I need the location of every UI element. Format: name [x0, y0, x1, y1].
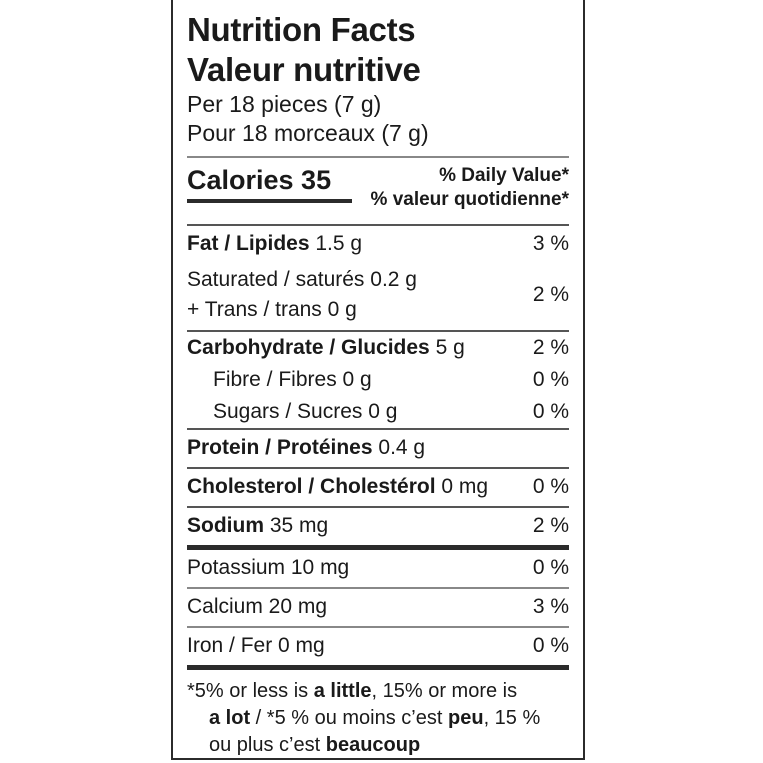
row-calcium-name: Calcium 20 mg: [187, 595, 328, 618]
row-cholesterol-name: Cholesterol / Cholestérol 0 mg: [187, 473, 488, 501]
row-fat: Fat / Lipides 1.5 g 3 %: [187, 226, 569, 263]
calories-group: Calories 35: [187, 164, 352, 203]
divider-above-protein: [187, 428, 569, 430]
footnote: *5% or less is a little, 15% or more is …: [187, 670, 569, 759]
row-cholesterol: Cholesterol / Cholestérol 0 mg 0 %: [187, 469, 569, 506]
divider-above-calcium: [187, 587, 569, 589]
nutrition-facts-box: Nutrition Facts Valeur nutritive Per 18 …: [171, 0, 585, 760]
row-fat-label: Fat / Lipides: [187, 232, 310, 255]
row-trans-name: + Trans / trans 0 g: [187, 298, 357, 321]
divider-above-calories: [187, 156, 569, 158]
title-english: Nutrition Facts: [187, 11, 416, 48]
row-cholesterol-amount: 0 mg: [441, 475, 489, 498]
row-potassium-name: Potassium 10 mg: [187, 556, 350, 579]
row-sodium: Sodium 35 mg 2 %: [187, 508, 569, 545]
footnote-l1-a: *5% or less is: [187, 680, 314, 702]
row-iron-percent: 0 %: [532, 634, 569, 657]
row-cholesterol-percent: 0 %: [532, 475, 569, 498]
footnote-l3-b: beaucoup: [325, 734, 421, 756]
footnote-l2-b: / *5 % ou moins c’est: [250, 707, 448, 729]
calories-value: Calories 35: [187, 165, 332, 195]
divider-above-sodium: [187, 506, 569, 508]
daily-value-header: % Daily Value* % valeur quotidienne*: [187, 164, 569, 212]
row-saturated-name: Saturated / saturés 0.2 g: [187, 268, 417, 291]
row-carbohydrate-label: Carbohydrate / Glucides: [187, 336, 430, 359]
footnote-l2-a: a lot: [209, 707, 251, 729]
divider-above-cholesterol: [187, 467, 569, 469]
row-fat-subgroup-lines: Saturated / saturés 0.2 g + Trans / tran…: [187, 265, 417, 325]
serving-size-french: Pour 18 morceaux (7 g): [187, 120, 429, 146]
row-iron-name: Iron / Fer 0 mg: [187, 634, 325, 657]
daily-value-french: % valeur quotidienne*: [370, 189, 569, 210]
row-sodium-percent: 2 %: [532, 514, 569, 537]
row-potassium-percent: 0 %: [532, 556, 569, 579]
row-sodium-amount: 35 mg: [269, 514, 329, 537]
serving-size-english: Per 18 pieces (7 g): [187, 91, 382, 117]
row-fibre-percent: 0 %: [532, 368, 569, 391]
footnote-l1-c: , 15% or more is: [371, 680, 518, 702]
row-potassium: Potassium 10 mg 0 %: [187, 550, 569, 587]
row-protein-label: Protein / Protéines: [187, 436, 373, 459]
row-sugars-name: Sugars / Sucres 0 g: [213, 400, 398, 423]
label-header: Nutrition Facts Valeur nutritive Per 18 …: [187, 10, 569, 156]
row-protein-name: Protein / Protéines 0.4 g: [187, 434, 425, 462]
row-sugars-percent: 0 %: [532, 400, 569, 423]
row-calcium-percent: 3 %: [532, 595, 569, 618]
row-protein: Protein / Protéines 0.4 g: [187, 430, 569, 467]
row-sugars: Sugars / Sucres 0 g 0 %: [187, 396, 569, 428]
divider-above-fat: [187, 224, 569, 226]
footnote-line-3: ou plus c’est beaucoup: [187, 732, 569, 759]
calories-band: Calories 35 % Daily Value* % valeur quot…: [187, 158, 569, 224]
row-calcium: Calcium 20 mg 3 %: [187, 589, 569, 626]
row-carbohydrate: Carbohydrate / Glucides 5 g 2 %: [187, 332, 569, 364]
daily-value-english: % Daily Value*: [439, 165, 569, 186]
row-protein-amount: 0.4 g: [378, 436, 426, 459]
divider-above-iron: [187, 626, 569, 628]
footnote-l2-c: peu: [448, 707, 484, 729]
row-carbohydrate-percent: 2 %: [532, 336, 569, 359]
row-fat-name: Fat / Lipides 1.5 g: [187, 230, 362, 258]
footnote-line-2: a lot / *5 % ou moins c’est peu, 15 %: [187, 705, 569, 732]
calories-underline: [187, 199, 352, 203]
row-cholesterol-label: Cholesterol / Cholestérol: [187, 475, 436, 498]
divider-above-footnote: [187, 665, 569, 670]
row-fat-percent: 3 %: [532, 232, 569, 255]
title-french: Valeur nutritive: [187, 51, 421, 88]
row-fat-amount: 1.5 g: [315, 232, 363, 255]
row-sodium-label: Sodium: [187, 514, 264, 537]
row-carbohydrate-name: Carbohydrate / Glucides 5 g: [187, 334, 465, 362]
row-fibre: Fibre / Fibres 0 g 0 %: [187, 364, 569, 396]
row-fat-subgroup-percent: 2 %: [532, 283, 569, 306]
row-iron: Iron / Fer 0 mg 0 %: [187, 628, 569, 665]
footnote-l2-d: , 15 %: [483, 707, 541, 729]
divider-above-carbohydrate: [187, 330, 569, 332]
row-fat-subgroup: Saturated / saturés 0.2 g + Trans / tran…: [187, 263, 569, 330]
divider-above-minerals: [187, 545, 569, 550]
footnote-line-1: *5% or less is a little, 15% or more is: [187, 678, 569, 705]
footnote-l1-b: a little: [313, 680, 372, 702]
row-carbohydrate-amount: 5 g: [435, 336, 465, 359]
row-fibre-name: Fibre / Fibres 0 g: [213, 368, 372, 391]
row-sodium-name: Sodium 35 mg: [187, 512, 328, 540]
footnote-l3-a: ou plus c’est: [209, 734, 326, 756]
